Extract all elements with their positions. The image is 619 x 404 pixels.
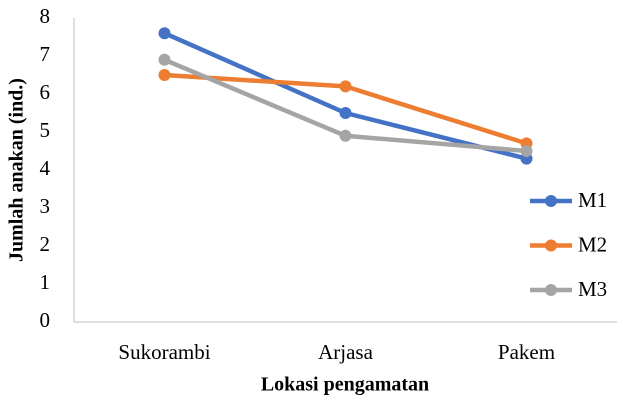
legend-label: M2 [578, 232, 607, 256]
legend-label: M1 [578, 188, 607, 212]
series-marker [339, 129, 352, 142]
series-marker [158, 27, 171, 40]
y-axis-title: Jumlah anakan (ind.) [6, 78, 28, 262]
x-tick-label: Sukorambi [118, 340, 210, 364]
legend-label: M3 [578, 277, 607, 301]
series-marker [339, 107, 352, 119]
legend-marker [545, 284, 557, 296]
y-tick-label: 7 [40, 42, 51, 66]
legend-marker [545, 239, 557, 252]
x-tick-label: Arjasa [318, 340, 373, 364]
series-marker [158, 53, 171, 66]
y-tick-label: 2 [40, 232, 51, 256]
y-tick-label: 6 [40, 80, 51, 104]
y-tick-label: 5 [40, 118, 51, 142]
x-tick-label: Pakem [498, 340, 555, 364]
y-tick-label: 8 [40, 4, 51, 28]
y-tick-label: 4 [40, 156, 51, 180]
series-marker [158, 69, 171, 81]
y-tick-label: 1 [40, 270, 51, 294]
series-marker [520, 145, 533, 157]
series-marker [339, 80, 352, 93]
y-tick-label: 3 [40, 194, 51, 218]
x-axis-title: Lokasi pengamatan [261, 374, 429, 396]
y-tick-label: 0 [40, 308, 51, 332]
legend-marker [545, 195, 557, 207]
